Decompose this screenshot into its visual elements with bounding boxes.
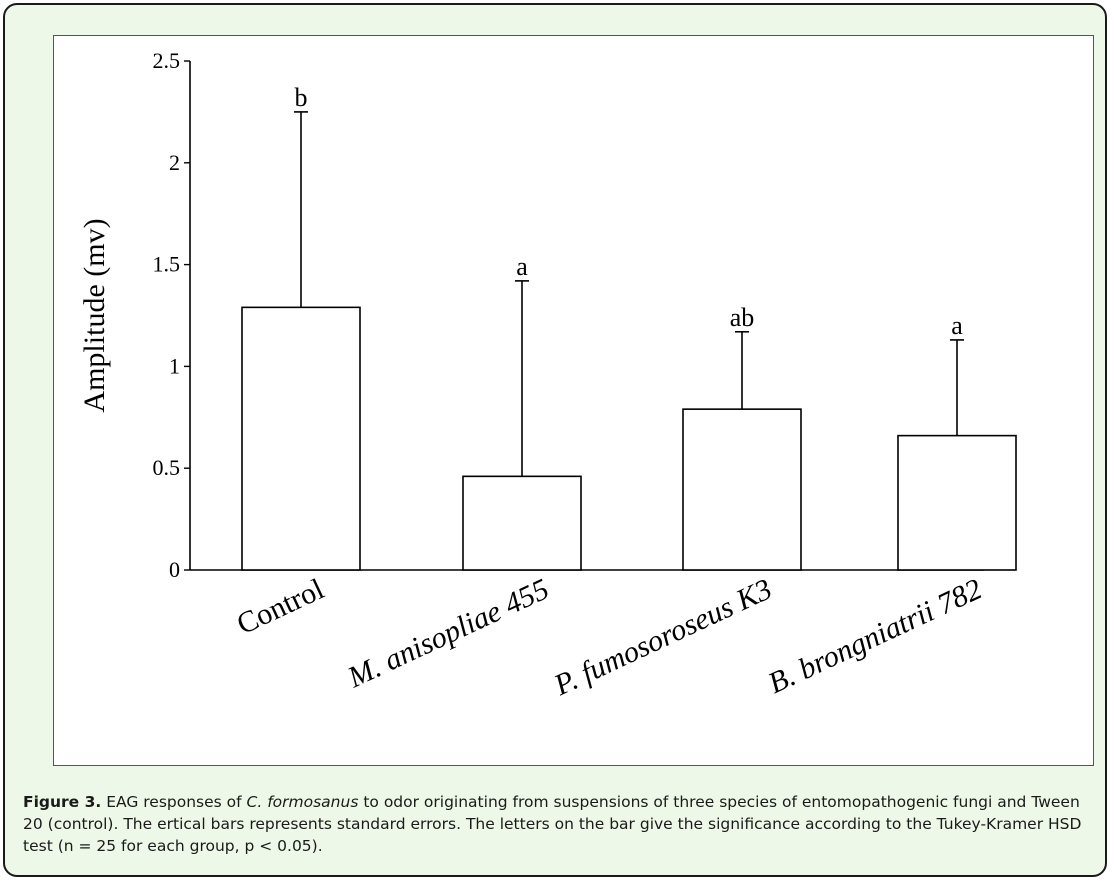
- significance-letter: a: [951, 311, 963, 340]
- x-tick-label: Control: [232, 572, 329, 641]
- y-tick-label: 2: [169, 150, 180, 175]
- y-ticks: 0 0.5 1 1.5 2 2.5: [153, 48, 190, 582]
- caption-text-a: EAG responses of: [101, 793, 247, 811]
- x-tick-label: M. anisopliae 455: [342, 572, 554, 694]
- significance-letter: ab: [730, 303, 755, 332]
- bar: [897, 434, 1017, 571]
- bar: [462, 475, 582, 571]
- y-axis-label: Amplitude (mv): [78, 218, 111, 412]
- y-tick-label: 0: [169, 557, 180, 582]
- bar-chart: 0 0.5 1 1.5 2 2.5 b a ab a Control M. anisopliae …: [78, 48, 1017, 702]
- y-tick-label: 1.5: [153, 252, 181, 277]
- y-tick-label: 0.5: [153, 455, 181, 480]
- bar: [682, 408, 802, 571]
- figure-frame: 0 0.5 1 1.5 2 2.5 b a ab a Control M. anisopliae …: [3, 3, 1107, 877]
- x-tick-label: B. brongniatrii 782: [763, 572, 987, 700]
- significance-letter: b: [295, 83, 308, 112]
- caption-label: Figure 3.: [23, 793, 102, 811]
- caption-text-b: to odor originating from suspensions of …: [23, 793, 1082, 855]
- significance-letter: a: [516, 252, 528, 281]
- x-tick-label: P. fumosoroseus K3: [548, 572, 777, 702]
- bar: [241, 306, 361, 571]
- caption-species: C. formosanus: [246, 793, 359, 811]
- y-tick-label: 1: [169, 353, 180, 378]
- figure-caption: Figure 3. EAG responses of C. formosanus…: [23, 791, 1093, 857]
- chart-area: 0 0.5 1 1.5 2 2.5 b a ab a Control M. anisopliae …: [53, 35, 1094, 766]
- y-tick-label: 2.5: [153, 48, 181, 73]
- bars: b a ab a: [241, 83, 1017, 571]
